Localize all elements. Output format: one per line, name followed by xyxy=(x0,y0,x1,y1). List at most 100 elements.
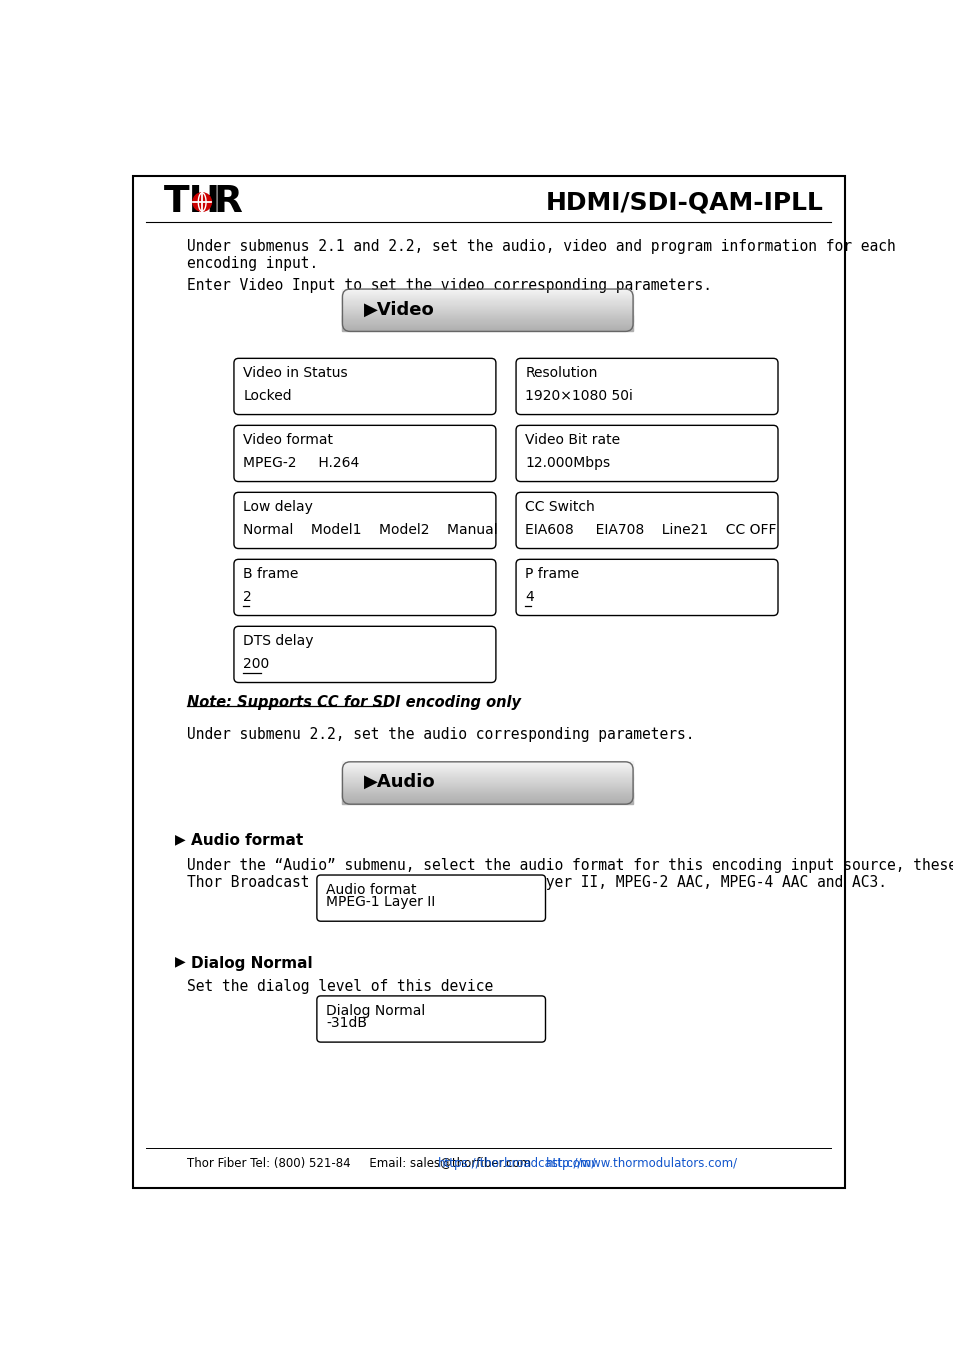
Bar xyxy=(342,802,633,803)
Text: ▶Video: ▶Video xyxy=(364,301,435,319)
Bar xyxy=(342,771,633,772)
Text: Video in Status: Video in Status xyxy=(243,366,348,381)
Bar xyxy=(342,764,633,765)
Bar xyxy=(342,290,633,292)
Bar xyxy=(342,765,633,767)
FancyBboxPatch shape xyxy=(316,996,545,1042)
Text: Set the dialog level of this device: Set the dialog level of this device xyxy=(187,979,494,994)
Bar xyxy=(342,297,633,298)
FancyBboxPatch shape xyxy=(316,875,545,921)
Bar xyxy=(342,313,633,315)
Text: Under submenus 2.1 and 2.2, set the audio, video and program information for eac: Under submenus 2.1 and 2.2, set the audi… xyxy=(187,239,895,254)
Bar xyxy=(342,305,633,306)
Bar xyxy=(342,329,633,331)
Text: Enter Video Input to set the video corresponding parameters.: Enter Video Input to set the video corre… xyxy=(187,278,712,293)
Text: TH: TH xyxy=(164,184,221,220)
Bar xyxy=(342,328,633,329)
Bar xyxy=(342,289,633,290)
Bar xyxy=(342,775,633,776)
Bar xyxy=(342,772,633,774)
FancyBboxPatch shape xyxy=(233,626,496,683)
Bar xyxy=(342,327,633,328)
Bar xyxy=(342,315,633,316)
Text: MPEG-1 Layer II: MPEG-1 Layer II xyxy=(326,895,435,909)
Bar xyxy=(342,320,633,321)
Bar xyxy=(342,296,633,297)
Bar xyxy=(342,779,633,780)
Bar xyxy=(342,791,633,792)
Bar xyxy=(342,783,633,784)
Bar xyxy=(342,796,633,798)
Text: Normal    Model1    Model2    Manual: Normal Model1 Model2 Manual xyxy=(243,522,497,537)
Text: Video Bit rate: Video Bit rate xyxy=(525,433,619,447)
Bar xyxy=(342,774,633,776)
Text: HDMI/SDI-QAM-IPLL: HDMI/SDI-QAM-IPLL xyxy=(545,190,823,215)
FancyBboxPatch shape xyxy=(516,559,778,616)
FancyBboxPatch shape xyxy=(133,176,843,1188)
Bar xyxy=(342,761,633,763)
FancyBboxPatch shape xyxy=(233,493,496,548)
Bar xyxy=(342,294,633,296)
Text: DTS delay: DTS delay xyxy=(243,634,314,648)
Bar xyxy=(342,324,633,327)
Text: Audio format: Audio format xyxy=(191,833,302,848)
Bar xyxy=(342,769,633,771)
Bar xyxy=(342,329,633,331)
FancyBboxPatch shape xyxy=(516,493,778,548)
Bar xyxy=(342,302,633,304)
Bar xyxy=(342,317,633,319)
Bar xyxy=(342,304,633,305)
Bar xyxy=(342,300,633,301)
Bar xyxy=(342,803,633,805)
Text: 2: 2 xyxy=(243,590,252,603)
Bar xyxy=(342,298,633,300)
Text: Note: Supports CC for SDI encoding only: Note: Supports CC for SDI encoding only xyxy=(187,695,521,710)
Bar xyxy=(342,300,633,302)
Bar xyxy=(342,319,633,320)
Bar xyxy=(342,767,633,768)
Text: R: R xyxy=(213,184,242,220)
Bar xyxy=(342,321,633,323)
Bar xyxy=(342,769,633,771)
Text: Thor Fiber Tel: (800) 521-84     Email: sales@thorfiber.com: Thor Fiber Tel: (800) 521-84 Email: sale… xyxy=(187,1157,550,1169)
Bar xyxy=(342,776,633,778)
Bar xyxy=(342,315,633,317)
Text: EIA608     EIA708    Line21    CC OFF: EIA608 EIA708 Line21 CC OFF xyxy=(525,522,776,537)
Bar xyxy=(342,290,633,292)
Bar xyxy=(342,293,633,294)
Bar xyxy=(342,782,633,783)
Bar xyxy=(342,323,633,324)
Bar xyxy=(342,763,633,764)
Bar xyxy=(342,774,633,775)
Text: P frame: P frame xyxy=(525,567,578,580)
Bar xyxy=(342,794,633,795)
Bar xyxy=(342,301,633,302)
Bar xyxy=(342,308,633,309)
Bar xyxy=(342,306,633,308)
Text: encoding input.: encoding input. xyxy=(187,256,318,271)
Text: http://www.thormodulators.com/: http://www.thormodulators.com/ xyxy=(545,1157,738,1169)
Text: 200: 200 xyxy=(243,657,269,671)
Bar xyxy=(342,787,633,788)
Text: 4: 4 xyxy=(525,590,534,603)
Bar xyxy=(342,799,633,801)
Bar xyxy=(342,764,633,765)
Bar xyxy=(342,798,633,801)
Bar xyxy=(342,296,633,297)
Bar xyxy=(342,305,633,306)
Bar xyxy=(342,292,633,293)
Text: ▶: ▶ xyxy=(174,832,186,846)
Bar xyxy=(342,324,633,325)
Bar xyxy=(342,788,633,790)
Bar xyxy=(342,778,633,779)
Bar xyxy=(342,801,633,802)
Bar xyxy=(342,310,633,312)
Text: ▶: ▶ xyxy=(174,954,186,968)
Text: Audio format: Audio format xyxy=(326,883,416,896)
Text: Under the “Audio” submenu, select the audio format for this encoding input sourc: Under the “Audio” submenu, select the au… xyxy=(187,859,953,873)
Bar xyxy=(342,325,633,327)
FancyBboxPatch shape xyxy=(233,559,496,616)
Text: Dialog Normal: Dialog Normal xyxy=(326,1003,425,1018)
Text: Low delay: Low delay xyxy=(243,500,313,514)
Bar xyxy=(342,794,633,795)
